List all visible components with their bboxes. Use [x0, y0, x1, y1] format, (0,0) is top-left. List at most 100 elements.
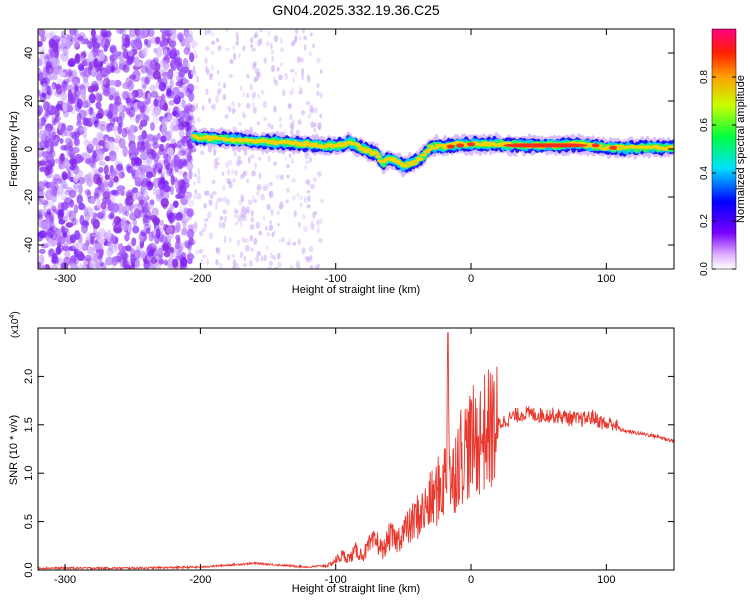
- noise-speckle: [310, 121, 315, 129]
- noise-speckle: [215, 95, 219, 104]
- noise-speckle: [73, 38, 80, 48]
- noise-speckle: [188, 108, 194, 119]
- noise-speckle: [217, 87, 222, 95]
- noise-speckle: [110, 167, 119, 178]
- noise-speckle: [305, 257, 311, 263]
- noise-speckle: [177, 169, 184, 176]
- noise-speckle: [289, 121, 293, 128]
- noise-speckle: [113, 130, 119, 137]
- x-tick-label: -300: [54, 574, 76, 586]
- noise-speckle: [180, 230, 188, 237]
- noise-speckle: [143, 202, 151, 213]
- noise-speckle: [83, 139, 90, 146]
- noise-speckle: [184, 192, 192, 200]
- noise-speckle: [186, 35, 193, 44]
- noise-speckle: [65, 210, 72, 218]
- noise-speckle: [85, 240, 90, 248]
- noise-speckle: [62, 101, 69, 112]
- noise-speckle: [223, 235, 227, 244]
- noise-speckle: [129, 74, 137, 80]
- noise-speckle: [38, 71, 44, 82]
- noise-speckle: [316, 219, 320, 224]
- noise-speckle: [182, 159, 188, 167]
- noise-speckle: [66, 124, 74, 132]
- noise-speckle: [134, 75, 142, 81]
- noise-speckle: [140, 65, 147, 74]
- noise-speckle: [99, 184, 105, 193]
- noise-speckle: [194, 54, 199, 59]
- noise-speckle: [201, 254, 207, 259]
- noise-speckle: [125, 59, 132, 65]
- noise-speckle: [151, 110, 160, 117]
- noise-speckle: [197, 175, 201, 180]
- noise-speckle: [196, 178, 201, 184]
- noise-speckle: [175, 193, 182, 200]
- noise-speckle: [204, 29, 208, 36]
- noise-speckle: [218, 262, 223, 269]
- noise-speckle: [51, 194, 57, 203]
- noise-speckle: [186, 208, 194, 218]
- noise-speckle: [51, 35, 61, 44]
- noise-speckle: [235, 41, 239, 46]
- noise-speckle: [122, 222, 129, 232]
- noise-speckle: [188, 93, 195, 102]
- noise-speckle: [166, 235, 172, 246]
- noise-speckle: [258, 230, 263, 236]
- noise-speckle: [234, 221, 239, 226]
- noise-speckle: [255, 221, 261, 230]
- noise-speckle: [308, 156, 313, 163]
- noise-speckle: [229, 58, 234, 64]
- x-tick-label: 0: [468, 574, 474, 586]
- noise-speckle: [148, 231, 154, 242]
- noise-speckle: [297, 238, 301, 246]
- y-tick-label: -40: [23, 237, 35, 253]
- ridge-mark: [403, 163, 410, 168]
- noise-speckle: [67, 170, 72, 180]
- noise-speckle: [290, 124, 295, 130]
- noise-speckle: [251, 47, 256, 52]
- noise-speckle: [142, 91, 148, 100]
- noise-speckle: [163, 48, 168, 56]
- noise-speckle: [54, 234, 63, 242]
- noise-speckle: [243, 207, 248, 215]
- noise-speckle: [201, 105, 205, 111]
- noise-speckle: [277, 261, 282, 268]
- noise-speckle: [216, 69, 220, 75]
- snr-panel: -300 -200 -100 0 100 0.0 0.5 1.0 1.5 2.0 Height o…: [8, 311, 675, 595]
- noise-speckle: [132, 225, 140, 234]
- noise-speckle: [67, 69, 73, 78]
- noise-speckle: [246, 205, 251, 214]
- noise-speckle: [222, 93, 227, 101]
- noise-speckle: [90, 158, 96, 169]
- noise-speckle: [268, 224, 274, 231]
- noise-speckle: [319, 92, 323, 99]
- noise-speckle: [237, 155, 242, 161]
- noise-speckle: [207, 211, 212, 219]
- noise-speckle: [79, 214, 85, 226]
- noise-speckle: [268, 190, 274, 199]
- noise-speckle: [163, 259, 168, 266]
- noise-speckle: [244, 244, 250, 252]
- noise-speckle: [53, 178, 63, 184]
- noise-speckle: [55, 245, 62, 256]
- noise-speckle: [38, 46, 46, 53]
- noise-speckle: [296, 56, 302, 63]
- noise-speckle: [92, 224, 98, 235]
- noise-speckle: [119, 29, 127, 35]
- noise-speckle: [230, 59, 235, 66]
- noise-speckle: [318, 238, 323, 243]
- noise-speckle: [149, 84, 157, 92]
- noise-speckle: [304, 196, 307, 204]
- noise-speckle: [84, 189, 91, 196]
- noise-speckle: [40, 196, 45, 203]
- noise-speckle: [260, 255, 264, 263]
- noise-speckle: [111, 202, 120, 213]
- noise-speckle: [129, 29, 137, 38]
- noise-speckle: [205, 67, 210, 76]
- noise-speckle: [187, 115, 195, 121]
- noise-speckle: [238, 199, 243, 207]
- noise-speckle: [111, 221, 118, 227]
- noise-speckle: [92, 150, 97, 159]
- noise-speckle: [42, 101, 50, 111]
- noise-speckle: [263, 57, 268, 64]
